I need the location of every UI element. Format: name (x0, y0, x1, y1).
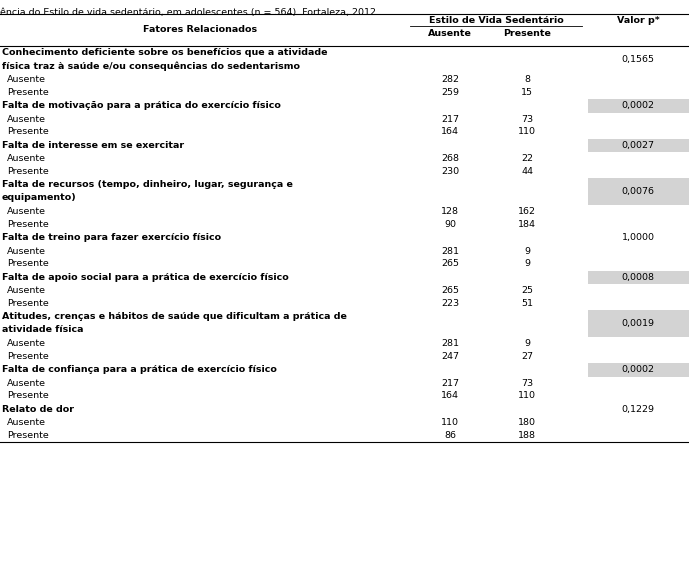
Text: Falta de apoio social para a prática de exercício físico: Falta de apoio social para a prática de … (2, 273, 289, 281)
Text: Estilo de Vida Sedentário: Estilo de Vida Sedentário (429, 16, 564, 25)
Text: 281: 281 (441, 246, 459, 255)
Text: Presente: Presente (7, 352, 49, 361)
Text: Ausente: Ausente (7, 418, 46, 427)
Bar (588, 363, 689, 377)
Text: Falta de confiança para a prática de exercício físico: Falta de confiança para a prática de exe… (2, 365, 277, 374)
Text: 8: 8 (524, 75, 530, 84)
Text: 15: 15 (521, 88, 533, 97)
Text: 188: 188 (518, 431, 536, 440)
Text: Falta de motivação para a prática do exercício físico: Falta de motivação para a prática do exe… (2, 101, 281, 110)
Text: 0,0002: 0,0002 (621, 101, 655, 110)
Bar (588, 178, 689, 205)
Text: 281: 281 (441, 339, 459, 348)
Text: Presente: Presente (7, 167, 49, 176)
Text: 223: 223 (441, 299, 459, 308)
Bar (588, 270, 689, 284)
Text: 27: 27 (521, 352, 533, 361)
Text: 0,0076: 0,0076 (621, 187, 655, 196)
Text: 110: 110 (518, 391, 536, 401)
Text: 110: 110 (518, 127, 536, 137)
Text: Ausente: Ausente (7, 246, 46, 255)
Text: 265: 265 (441, 259, 459, 269)
Text: 22: 22 (521, 154, 533, 163)
Text: 217: 217 (441, 378, 459, 387)
Text: 25: 25 (521, 286, 533, 295)
Text: Presente: Presente (7, 431, 49, 440)
Text: 0,0027: 0,0027 (621, 141, 655, 150)
Text: Ausente: Ausente (7, 339, 46, 348)
Text: 128: 128 (441, 207, 459, 216)
Text: Ausente: Ausente (7, 378, 46, 387)
Text: 73: 73 (521, 114, 533, 123)
Text: Valor p*: Valor p* (617, 16, 659, 25)
Text: equipamento): equipamento) (2, 193, 76, 203)
Text: 0,0019: 0,0019 (621, 319, 655, 328)
Text: 86: 86 (444, 431, 456, 440)
Text: 164: 164 (441, 127, 459, 137)
Text: Presente: Presente (7, 220, 49, 229)
Text: 73: 73 (521, 378, 533, 387)
Text: 247: 247 (441, 352, 459, 361)
Text: 0,0002: 0,0002 (621, 365, 655, 374)
Text: Ausente: Ausente (428, 29, 472, 38)
Text: Falta de interesse em se exercitar: Falta de interesse em se exercitar (2, 141, 184, 149)
Text: 282: 282 (441, 75, 459, 84)
Text: ência do Estilo de vida sedentário, em adolescentes (n = 564). Fortaleza, 2012.: ência do Estilo de vida sedentário, em a… (0, 8, 379, 17)
Text: 265: 265 (441, 286, 459, 295)
Text: 230: 230 (441, 167, 459, 176)
Text: 1,0000: 1,0000 (621, 233, 655, 242)
Text: Ausente: Ausente (7, 286, 46, 295)
Text: 0,0008: 0,0008 (621, 273, 655, 282)
Text: Fatores Relacionados: Fatores Relacionados (143, 25, 257, 33)
Text: atividade física: atividade física (2, 325, 83, 335)
Text: 0,1229: 0,1229 (621, 405, 655, 414)
Text: Conhecimento deficiente sobre os benefícios que a atividade: Conhecimento deficiente sobre os benefíc… (2, 48, 327, 57)
Text: 44: 44 (521, 167, 533, 176)
Text: Ausente: Ausente (7, 207, 46, 216)
Text: 110: 110 (441, 418, 459, 427)
Text: Presente: Presente (503, 29, 551, 38)
Text: Ausente: Ausente (7, 114, 46, 123)
Text: Presente: Presente (7, 391, 49, 401)
Text: 0,1565: 0,1565 (621, 55, 655, 64)
Text: Falta de recursos (tempo, dinheiro, lugar, segurança e: Falta de recursos (tempo, dinheiro, luga… (2, 180, 293, 189)
Bar (588, 310, 689, 337)
Bar (588, 138, 689, 152)
Text: Presente: Presente (7, 88, 49, 97)
Text: 259: 259 (441, 88, 459, 97)
Text: Ausente: Ausente (7, 75, 46, 84)
Text: Relato de dor: Relato de dor (2, 405, 74, 413)
Text: 9: 9 (524, 259, 530, 269)
Text: 217: 217 (441, 114, 459, 123)
Text: 51: 51 (521, 299, 533, 308)
Text: 9: 9 (524, 339, 530, 348)
Text: Falta de treino para fazer exercício físico: Falta de treino para fazer exercício fís… (2, 233, 221, 242)
Text: 268: 268 (441, 154, 459, 163)
Bar (588, 99, 689, 113)
Text: Presente: Presente (7, 259, 49, 269)
Text: 90: 90 (444, 220, 456, 229)
Text: 162: 162 (518, 207, 536, 216)
Text: Presente: Presente (7, 299, 49, 308)
Text: física traz à saúde e/ou consequências do sedentarismo: física traz à saúde e/ou consequências d… (2, 61, 300, 71)
Text: 164: 164 (441, 391, 459, 401)
Text: 180: 180 (518, 418, 536, 427)
Text: Atitudes, crenças e hábitos de saúde que dificultam a prática de: Atitudes, crenças e hábitos de saúde que… (2, 312, 347, 321)
Text: 184: 184 (518, 220, 536, 229)
Text: Presente: Presente (7, 127, 49, 137)
Text: 9: 9 (524, 246, 530, 255)
Text: Ausente: Ausente (7, 154, 46, 163)
